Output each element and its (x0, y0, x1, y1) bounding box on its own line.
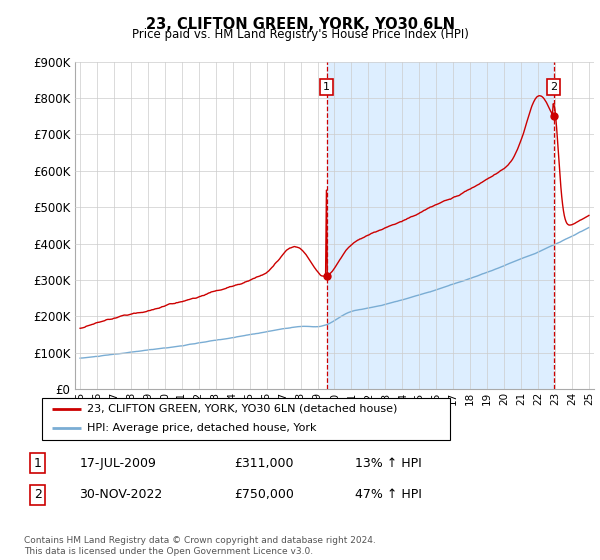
Text: 23, CLIFTON GREEN, YORK, YO30 6LN: 23, CLIFTON GREEN, YORK, YO30 6LN (146, 17, 455, 32)
Text: 2: 2 (34, 488, 42, 501)
Text: 2: 2 (550, 82, 557, 92)
Text: 13% ↑ HPI: 13% ↑ HPI (355, 456, 422, 470)
Text: 1: 1 (34, 456, 42, 470)
FancyBboxPatch shape (42, 398, 450, 440)
Text: 17-JUL-2009: 17-JUL-2009 (79, 456, 156, 470)
Text: £311,000: £311,000 (234, 456, 293, 470)
Text: Price paid vs. HM Land Registry's House Price Index (HPI): Price paid vs. HM Land Registry's House … (131, 28, 469, 41)
Text: 23, CLIFTON GREEN, YORK, YO30 6LN (detached house): 23, CLIFTON GREEN, YORK, YO30 6LN (detac… (87, 404, 397, 414)
Bar (326, 62, 554, 389)
Text: £750,000: £750,000 (234, 488, 293, 501)
Text: 1: 1 (323, 82, 330, 92)
Text: 30-NOV-2022: 30-NOV-2022 (79, 488, 163, 501)
Text: 47% ↑ HPI: 47% ↑ HPI (355, 488, 422, 501)
Text: Contains HM Land Registry data © Crown copyright and database right 2024.
This d: Contains HM Land Registry data © Crown c… (24, 536, 376, 556)
Text: HPI: Average price, detached house, York: HPI: Average price, detached house, York (87, 423, 316, 433)
